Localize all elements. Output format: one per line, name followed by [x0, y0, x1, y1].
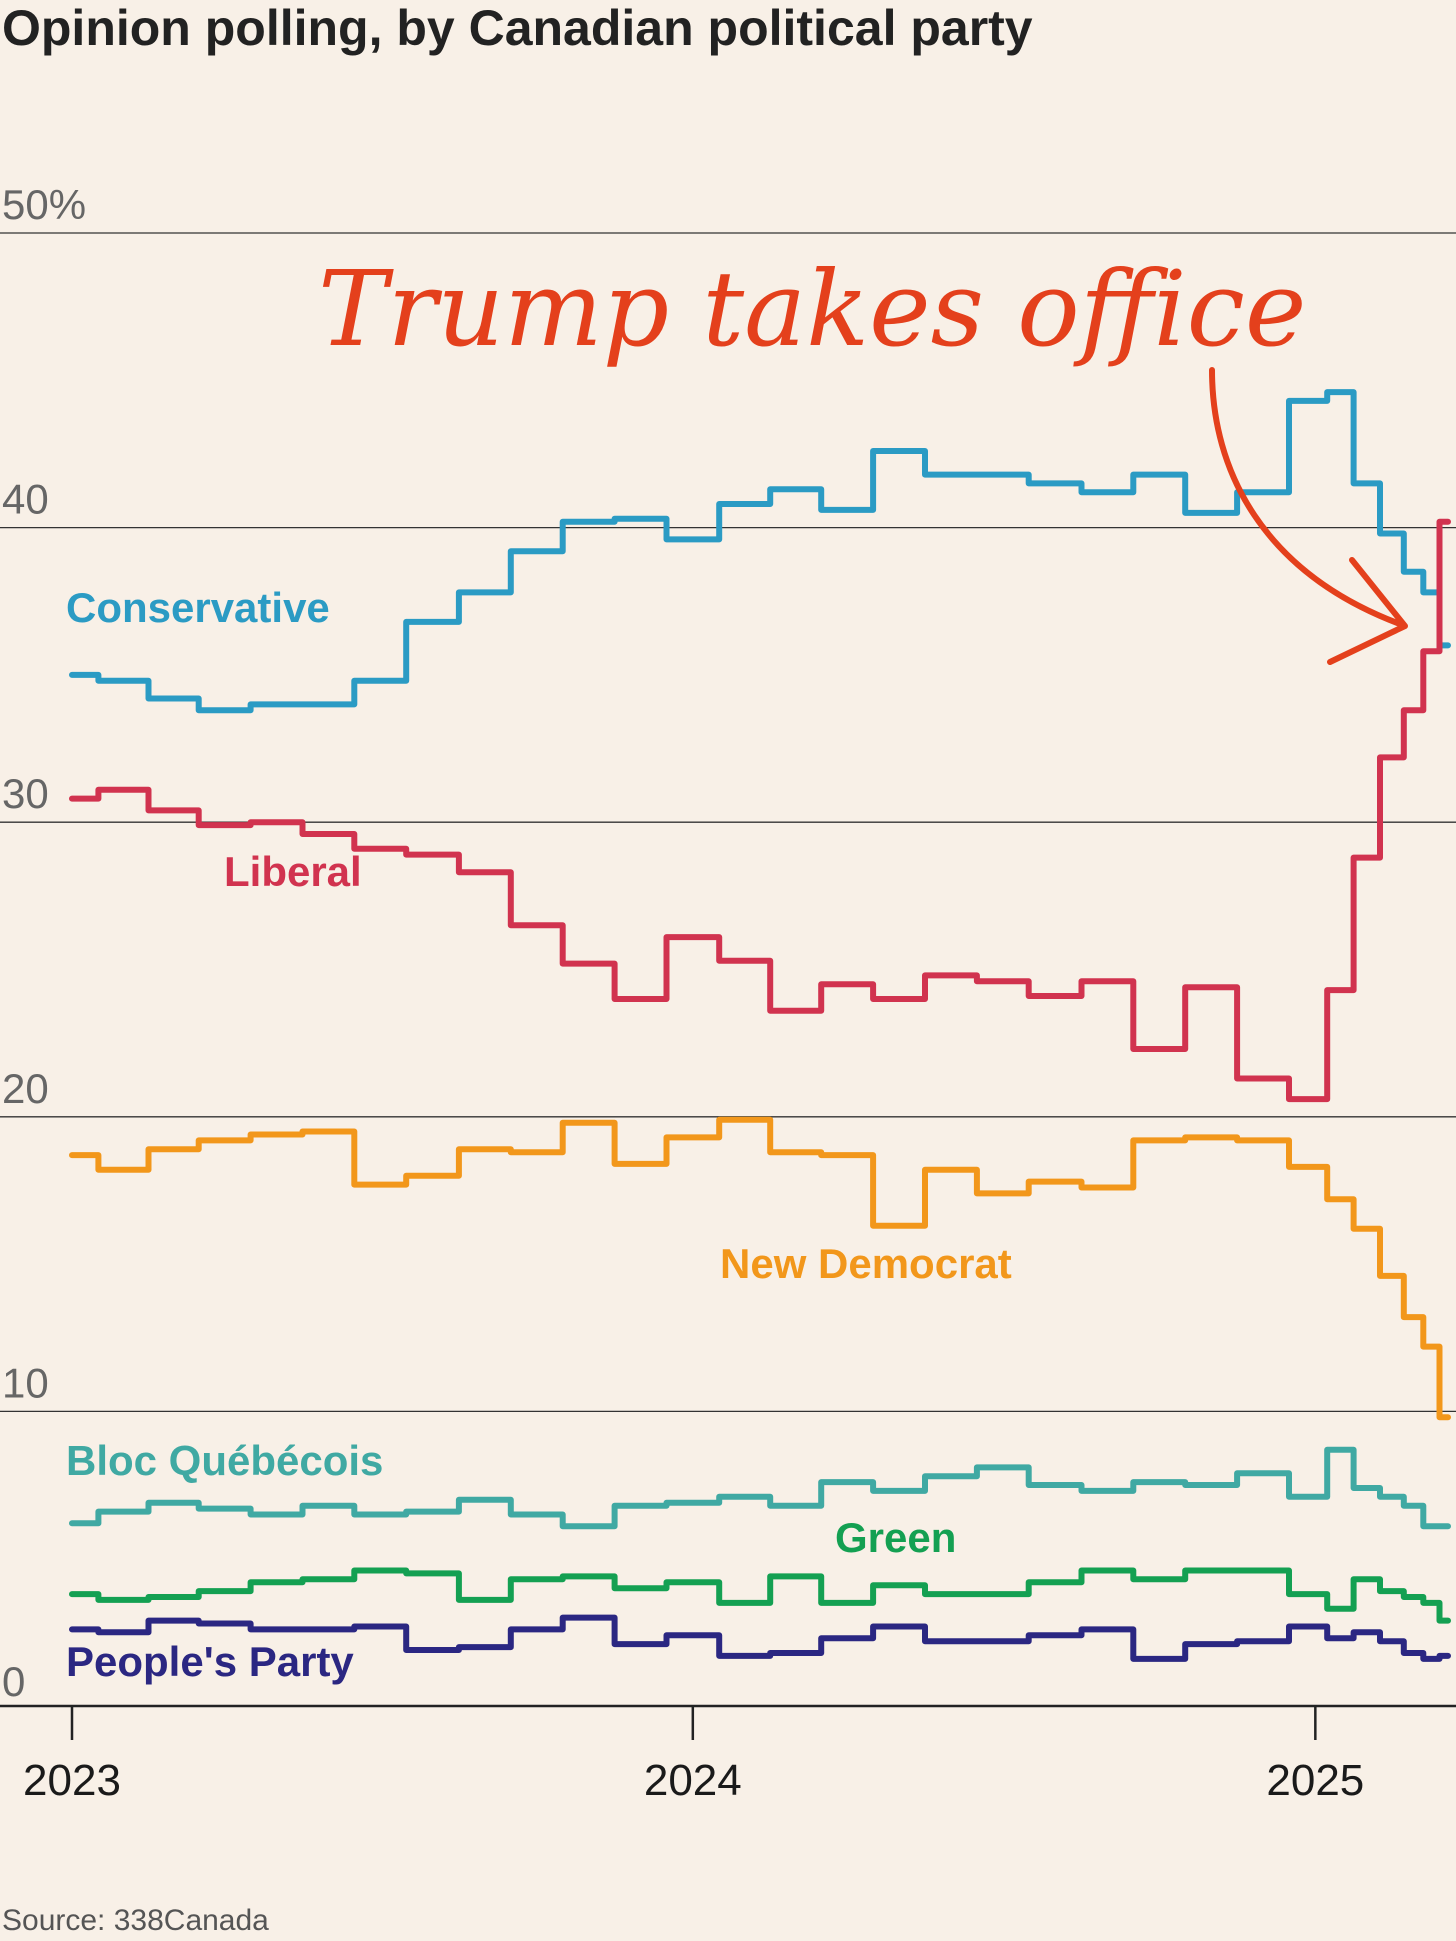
y-tick-label: 20	[2, 1065, 49, 1112]
series-line-new-democrat	[69, 1116, 1451, 1421]
annotation: Trump takes office	[318, 248, 1408, 665]
x-tick-label: 2023	[23, 1756, 121, 1805]
annotation-text: Trump takes office	[318, 248, 1306, 370]
series-line-green	[69, 1567, 1451, 1624]
series-labels: Conservative Liberal New Democrat Bloc Québ…	[66, 584, 1012, 1685]
series-line-liberal	[69, 518, 1451, 1103]
y-tick-label: 10	[2, 1359, 49, 1406]
x-tick-label: 2024	[644, 1756, 742, 1805]
series-label-new-democrat: New Democrat	[720, 1240, 1012, 1287]
x-tick-label: 2025	[1266, 1756, 1364, 1805]
series-line-people-s-party	[69, 1614, 1451, 1662]
series-label-green: Green	[835, 1514, 956, 1561]
series-line-bloc-qu-b-cois	[69, 1446, 1451, 1530]
y-tick-label: 50%	[2, 181, 86, 228]
series-label-conservative: Conservative	[66, 584, 330, 631]
chart-title: Opinion polling, by Canadian political p…	[2, 0, 1033, 56]
y-tick-label: 30	[2, 770, 49, 817]
annotation-arrowhead	[1327, 557, 1408, 665]
series-label-bloc-qu-b-cois: Bloc Québécois	[66, 1437, 383, 1484]
x-axis: 2023 2024 2025	[0, 1704, 1456, 1805]
source-note: Source: 338Canada	[2, 1904, 269, 1937]
y-tick-label: 40	[2, 476, 49, 523]
series-lines	[69, 389, 1451, 1662]
series-line-conservative	[69, 389, 1451, 714]
y-tick-labels: 50% 40 30 20 10 0	[2, 181, 86, 1705]
series-label-liberal: Liberal	[224, 848, 362, 895]
series-label-people-s-party: People's Party	[66, 1638, 354, 1685]
annotation-arrow	[1209, 367, 1403, 627]
y-tick-label: 0	[2, 1658, 25, 1705]
